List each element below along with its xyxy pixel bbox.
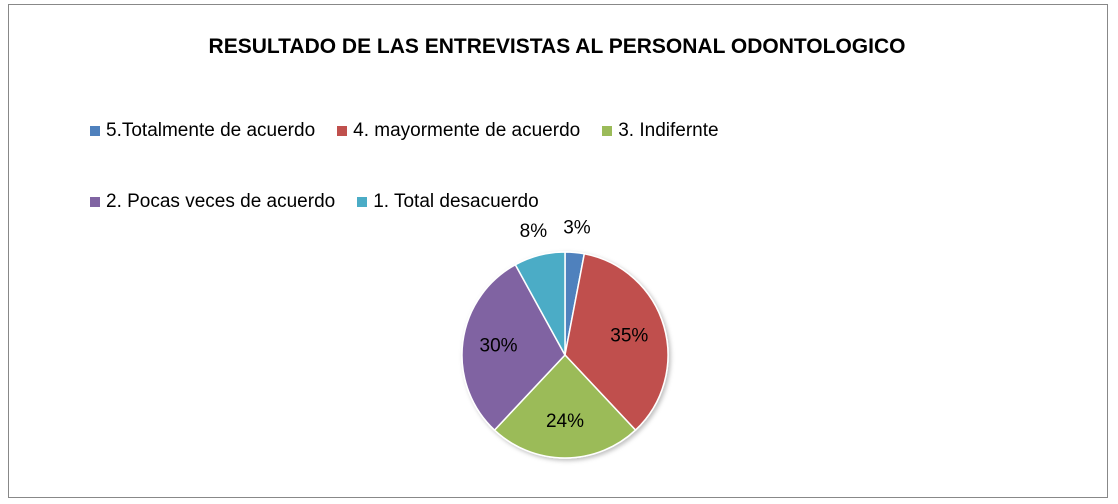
data-label: 8% [520,221,548,242]
legend-label: 5.Totalmente de acuerdo [106,119,316,141]
legend-label: 1. Total desacuerdo [373,190,539,212]
legend-item: 2. Pocas veces de acuerdo [90,188,335,215]
pie-slice [493,353,637,459]
legend-item: 1. Total desacuerdo [357,188,539,215]
data-label: 24% [546,411,584,432]
legend-label: 3. Indifernte [618,119,719,141]
legend-swatch [602,125,613,136]
data-label: 3% [563,218,591,239]
pie-slice [514,251,566,356]
legend-label: 2. Pocas veces de acuerdo [106,190,336,212]
data-label: 30% [480,336,518,357]
data-label: 35% [610,325,648,346]
legend-swatch [90,125,100,136]
legend-item: 5.Totalmente de acuerdo [90,117,315,144]
chart-title: RESULTADO DE LAS ENTREVISTAS AL PERSONAL… [208,35,906,58]
pie [461,251,669,459]
legend-swatch [357,196,368,207]
legend-swatch [90,196,100,207]
pie-slice [461,263,566,432]
legend-item: 4. mayormente de acuerdo [337,117,580,144]
legend-swatch [337,125,348,136]
legend-item: 3. Indifernte [602,117,719,144]
legend-label: 4. mayormente de acuerdo [353,119,581,141]
pie-slice [564,252,669,432]
legend: 5.Totalmente de acuerdo 4. mayormente de … [90,117,920,215]
